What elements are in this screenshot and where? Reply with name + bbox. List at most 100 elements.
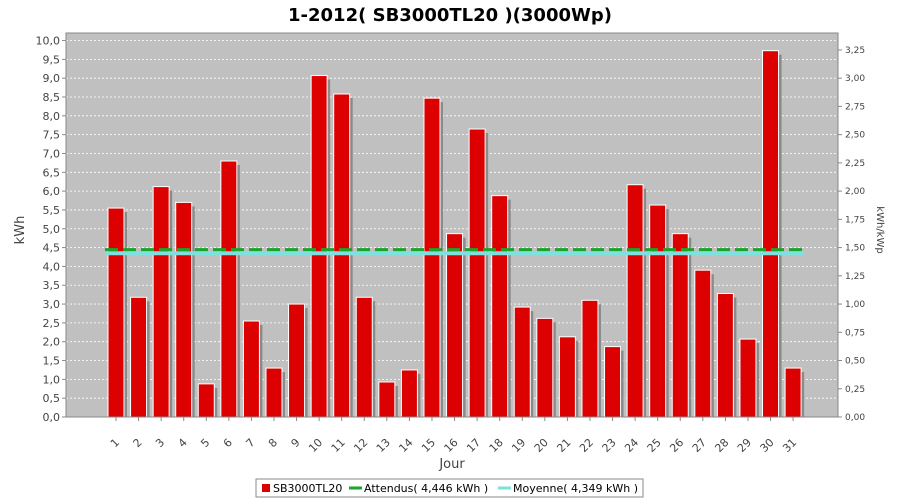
x-tick-label: 18 — [487, 436, 506, 455]
chart-title: 1-2012( SB3000TL20 )(3000Wp) — [288, 5, 612, 26]
bar — [446, 233, 464, 418]
y-tick-label: 5,0 — [43, 223, 61, 236]
y2-tick-label: 0,25 — [845, 385, 865, 395]
y2-tick-label: 2,50 — [845, 131, 865, 141]
x-tick-label: 15 — [419, 436, 438, 455]
x-tick-label: 20 — [532, 436, 551, 455]
legend-label-sb3000tl20: SB3000TL20 — [273, 482, 342, 495]
x-tick-label: 29 — [735, 436, 754, 455]
x-tick-label: 23 — [600, 436, 619, 455]
bar — [671, 233, 689, 418]
x-tick-label: 12 — [351, 436, 370, 455]
y2-tick-label: 0,00 — [845, 413, 865, 423]
bar — [536, 317, 554, 418]
x-tick-label: 27 — [690, 436, 709, 455]
bar — [220, 160, 238, 418]
plot-area: 0,0 0,5 1,0 1,5 2,0 2,5 3,0 3,5 4,0 4,5 5,0 5,5 6,0 6… — [36, 32, 865, 455]
x-tick-label: 24 — [622, 436, 641, 455]
y-tick-label: 2,5 — [43, 317, 61, 330]
y-tick-label: 0,0 — [43, 411, 61, 424]
y2-tick-label: 2,25 — [845, 159, 865, 169]
y-tick-label: 8,5 — [43, 91, 61, 104]
x-tick-label: 4 — [176, 436, 190, 450]
x-tick-label: 28 — [712, 436, 731, 455]
x-axis-title: Jour — [438, 457, 465, 472]
bar — [739, 338, 757, 418]
bar — [762, 50, 780, 418]
y-tick-label: 6,5 — [43, 166, 61, 179]
bar — [581, 299, 599, 418]
y-tick-label: 4,5 — [43, 242, 61, 255]
y2-tick-label: 0,50 — [845, 357, 865, 367]
y-tick-label: 2,0 — [43, 336, 61, 349]
bar — [288, 303, 306, 418]
bar — [355, 296, 373, 418]
legend-label-attendus: Attendus( 4,446 kWh ) — [364, 482, 488, 495]
bar — [513, 306, 531, 418]
bar — [107, 207, 125, 418]
legend-swatch-sb3000tl20 — [262, 484, 270, 492]
bar — [310, 75, 328, 418]
y-tick-label: 6,0 — [43, 185, 61, 198]
x-tick-label: 13 — [374, 436, 393, 455]
x-tick-label: 21 — [554, 436, 573, 455]
bar — [400, 369, 418, 418]
bar — [265, 367, 283, 418]
bar — [197, 383, 215, 418]
bar — [558, 336, 576, 418]
x-tick-label: 30 — [758, 436, 777, 455]
bar — [333, 93, 351, 418]
x-tick-label: 2 — [131, 436, 145, 450]
legend-box — [255, 478, 644, 498]
x-tick-label: 25 — [645, 436, 664, 455]
y-axis-title: kWh — [13, 216, 28, 245]
x-tick-label: 14 — [396, 436, 415, 455]
x-tick-label: 11 — [329, 436, 348, 455]
x-tick-label: 9 — [289, 436, 303, 450]
bar — [152, 186, 170, 418]
y-tick-label: 3,0 — [43, 298, 61, 311]
y2-tick-label: 1,75 — [845, 215, 865, 225]
bar — [649, 204, 667, 418]
bar — [626, 184, 644, 418]
x-tick-label: 17 — [464, 436, 483, 455]
x-tick-label: 16 — [442, 436, 461, 455]
y2-tick-label: 2,00 — [845, 187, 865, 197]
x-tick-label: 10 — [306, 436, 325, 455]
legend-label-moyenne: Moyenne( 4,349 kWh ) — [513, 482, 638, 495]
y2-tick-label: 1,50 — [845, 244, 865, 254]
y2-tick-label: 3,00 — [845, 74, 865, 84]
y2-tick-label: 3,25 — [845, 46, 865, 56]
bar — [378, 381, 396, 418]
y2-tick-label: 1,25 — [845, 272, 865, 282]
y-tick-label: 8,0 — [43, 110, 61, 123]
bar — [468, 128, 486, 418]
y-tick-label: 9,0 — [43, 72, 61, 85]
x-tick-label: 19 — [509, 436, 528, 455]
plot-border — [65, 32, 839, 418]
y-tick-label: 3,5 — [43, 279, 61, 292]
legend: SB3000TL20 Attendus( 4,446 kWh ) Moyenne( … — [255, 478, 644, 498]
bar — [175, 201, 193, 418]
bar — [242, 320, 260, 418]
y-tick-label: 1,0 — [43, 373, 61, 386]
y2-tick-label: 0,75 — [845, 328, 865, 338]
x-tick-label: 31 — [780, 436, 799, 455]
bar — [716, 293, 734, 418]
x-tick-label: 7 — [243, 436, 257, 450]
x-tick-label: 3 — [153, 436, 167, 450]
y-tick-label: 10,0 — [36, 35, 61, 48]
y2-tick-label: 1,00 — [845, 300, 865, 310]
y-tick-label: 1,5 — [43, 355, 61, 368]
y-tick-label: 7,0 — [43, 147, 61, 160]
y2-tick-label: 2,75 — [845, 102, 865, 112]
y2-axis-title: kWh/kWp — [874, 206, 885, 253]
bar — [423, 97, 441, 418]
x-tick-label: 1 — [108, 436, 122, 450]
y-tick-label: 9,5 — [43, 53, 61, 66]
bar — [604, 346, 622, 418]
y-tick-label: 0,5 — [43, 392, 61, 405]
x-tick-label: 5 — [198, 436, 212, 450]
bar — [491, 195, 509, 418]
